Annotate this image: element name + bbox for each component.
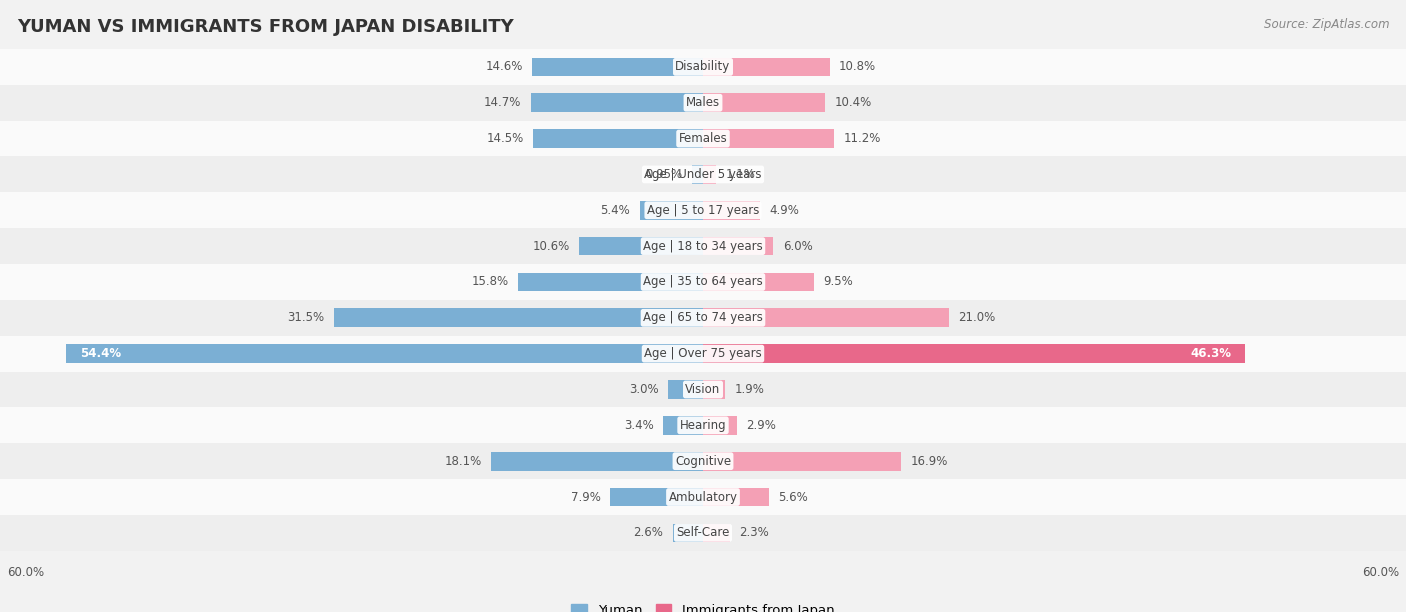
Text: 54.4%: 54.4% <box>80 347 121 360</box>
Bar <box>664 416 703 435</box>
Bar <box>0 479 1406 515</box>
Text: 15.8%: 15.8% <box>471 275 509 288</box>
Bar <box>703 523 730 542</box>
Bar <box>0 85 1406 121</box>
Bar <box>668 380 703 399</box>
Text: 5.4%: 5.4% <box>600 204 630 217</box>
Bar <box>703 94 825 112</box>
Bar <box>533 129 703 148</box>
Text: Cognitive: Cognitive <box>675 455 731 468</box>
Text: 21.0%: 21.0% <box>959 312 995 324</box>
Text: 46.3%: 46.3% <box>1191 347 1232 360</box>
Text: 14.5%: 14.5% <box>486 132 524 145</box>
Bar <box>703 488 769 506</box>
Text: 0.95%: 0.95% <box>645 168 682 181</box>
Text: 3.4%: 3.4% <box>624 419 654 432</box>
Bar <box>703 380 725 399</box>
Text: 9.5%: 9.5% <box>824 275 853 288</box>
Text: 2.9%: 2.9% <box>747 419 776 432</box>
Bar <box>0 192 1406 228</box>
Bar <box>579 237 703 255</box>
Text: Age | 65 to 74 years: Age | 65 to 74 years <box>643 312 763 324</box>
Bar <box>703 201 761 220</box>
Bar <box>703 237 773 255</box>
Text: Disability: Disability <box>675 61 731 73</box>
Text: 10.8%: 10.8% <box>839 61 876 73</box>
Text: 6.0%: 6.0% <box>783 240 813 253</box>
Text: 60.0%: 60.0% <box>1362 565 1399 579</box>
Text: 14.6%: 14.6% <box>485 61 523 73</box>
Text: 2.6%: 2.6% <box>633 526 664 539</box>
Text: 5.6%: 5.6% <box>778 491 807 504</box>
Bar <box>703 345 1246 363</box>
Text: 4.9%: 4.9% <box>770 204 800 217</box>
Bar <box>640 201 703 220</box>
Bar <box>0 300 1406 336</box>
Bar <box>0 515 1406 551</box>
Text: Ambulatory: Ambulatory <box>668 491 738 504</box>
Bar <box>703 416 737 435</box>
Text: Age | 18 to 34 years: Age | 18 to 34 years <box>643 240 763 253</box>
Bar <box>703 129 834 148</box>
Bar <box>0 408 1406 443</box>
Text: Hearing: Hearing <box>679 419 727 432</box>
Bar <box>703 452 901 471</box>
Text: 2.3%: 2.3% <box>740 526 769 539</box>
Bar <box>703 272 814 291</box>
Bar <box>517 272 703 291</box>
Bar <box>0 49 1406 85</box>
Bar <box>0 371 1406 408</box>
Bar <box>703 165 716 184</box>
Text: Vision: Vision <box>685 383 721 396</box>
Text: Self-Care: Self-Care <box>676 526 730 539</box>
Bar <box>672 523 703 542</box>
Text: 1.9%: 1.9% <box>734 383 765 396</box>
Text: 3.0%: 3.0% <box>628 383 658 396</box>
Legend: Yuman, Immigrants from Japan: Yuman, Immigrants from Japan <box>567 599 839 612</box>
Text: 1.1%: 1.1% <box>725 168 755 181</box>
Text: Females: Females <box>679 132 727 145</box>
Text: Age | Over 75 years: Age | Over 75 years <box>644 347 762 360</box>
Text: 16.9%: 16.9% <box>911 455 948 468</box>
Bar <box>703 308 949 327</box>
Bar <box>0 121 1406 157</box>
Text: 10.4%: 10.4% <box>834 96 872 109</box>
Text: Source: ZipAtlas.com: Source: ZipAtlas.com <box>1264 18 1389 31</box>
Bar <box>703 58 830 76</box>
Text: Age | 35 to 64 years: Age | 35 to 64 years <box>643 275 763 288</box>
Text: YUMAN VS IMMIGRANTS FROM JAPAN DISABILITY: YUMAN VS IMMIGRANTS FROM JAPAN DISABILIT… <box>17 18 513 36</box>
Bar <box>66 345 703 363</box>
Bar <box>0 157 1406 192</box>
Bar <box>610 488 703 506</box>
Bar <box>0 443 1406 479</box>
Bar <box>0 336 1406 371</box>
Bar <box>0 228 1406 264</box>
Bar <box>692 165 703 184</box>
Text: Males: Males <box>686 96 720 109</box>
Bar <box>491 452 703 471</box>
Text: 11.2%: 11.2% <box>844 132 882 145</box>
Text: Age | 5 to 17 years: Age | 5 to 17 years <box>647 204 759 217</box>
Text: 60.0%: 60.0% <box>7 565 44 579</box>
Bar <box>531 94 703 112</box>
Bar <box>335 308 703 327</box>
Text: 18.1%: 18.1% <box>444 455 481 468</box>
Text: 10.6%: 10.6% <box>533 240 569 253</box>
Bar <box>0 264 1406 300</box>
Text: 31.5%: 31.5% <box>287 312 325 324</box>
Text: 7.9%: 7.9% <box>571 491 602 504</box>
Text: Age | Under 5 years: Age | Under 5 years <box>644 168 762 181</box>
Text: 14.7%: 14.7% <box>484 96 522 109</box>
Bar <box>531 58 703 76</box>
